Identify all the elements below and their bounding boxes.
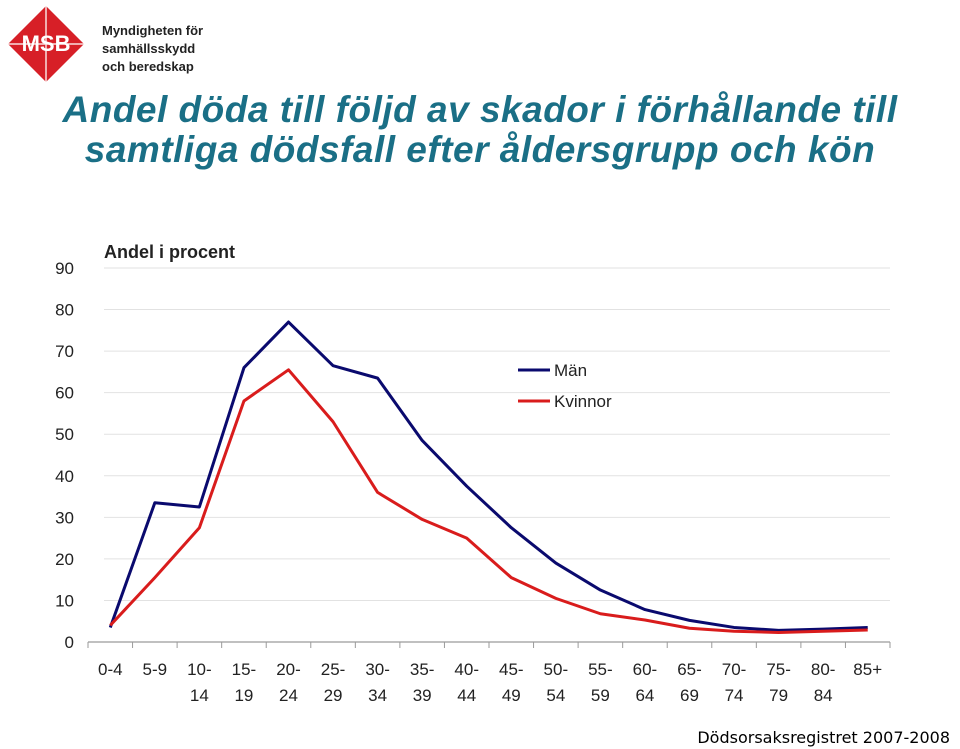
x-tick-label: 45-: [499, 660, 524, 679]
source-note: Dödsorsaksregistret 2007-2008: [697, 728, 950, 747]
x-tick-label: 40-: [454, 660, 479, 679]
y-tick-label: 0: [65, 633, 74, 652]
series-line-kvinnor: [109, 368, 868, 634]
y-tick-label: 80: [55, 301, 74, 320]
y-tick-label: 90: [55, 259, 74, 278]
x-tick-label: 10-: [187, 660, 212, 679]
x-tick-label: 20-: [276, 660, 301, 679]
logo-text: MSB: [22, 31, 71, 56]
logo-org-line-3: och beredskap: [102, 59, 194, 74]
series-line-man: [108, 320, 868, 632]
logo-organization-name: Myndigheten för samhällsskydd och bereds…: [102, 22, 203, 76]
msb-logo-mark: MSB: [8, 6, 84, 82]
y-tick-label: 50: [55, 425, 74, 444]
x-tick-label: 5-9: [143, 660, 168, 679]
x-tick-label: 15-: [232, 660, 257, 679]
x-tick-label: 80-: [811, 660, 836, 679]
x-tick-label: 59: [591, 686, 610, 705]
y-tick-label: 10: [55, 591, 74, 610]
x-tick-label: 19: [234, 686, 253, 705]
x-tick-label: 35-: [410, 660, 435, 679]
y-tick-label: 70: [55, 342, 74, 361]
logo-org-line-1: Myndigheten för: [102, 23, 204, 38]
y-tick-label: 60: [55, 384, 74, 403]
x-tick-label: 30-: [365, 660, 390, 679]
legend-label: Kvinnor: [554, 392, 612, 411]
title-line-1: Andel döda till följd av skador i förhål…: [62, 89, 898, 130]
x-tick-label: 55-: [588, 660, 613, 679]
y-axis-title: Andel i procent: [104, 242, 235, 262]
x-tick-label: 54: [546, 686, 565, 705]
x-tick-label: 79: [769, 686, 788, 705]
x-tick-label: 0-4: [98, 660, 123, 679]
title-line-2: samtliga dödsfall efter åldersgrupp och …: [84, 129, 876, 170]
legend-label: Män: [554, 361, 587, 380]
x-tick-label: 74: [725, 686, 744, 705]
x-tick-label: 14: [190, 686, 209, 705]
x-tick-label: 29: [324, 686, 343, 705]
x-tick-label: 60-: [633, 660, 658, 679]
x-tick-label: 85+: [853, 660, 882, 679]
x-tick-label: 70-: [722, 660, 747, 679]
x-tick-label: 64: [635, 686, 654, 705]
x-tick-label: 69: [680, 686, 699, 705]
x-tick-label: 25-: [321, 660, 346, 679]
logo-org-line-2: samhällsskydd: [102, 41, 196, 56]
x-tick-label: 84: [814, 686, 833, 705]
x-tick-label: 34: [368, 686, 387, 705]
page-title: Andel döda till följd av skador i förhål…: [10, 90, 950, 170]
x-tick-label: 75-: [766, 660, 791, 679]
x-tick-label: 24: [279, 686, 298, 705]
y-tick-label: 20: [55, 550, 74, 569]
x-tick-label: 50-: [544, 660, 569, 679]
y-tick-label: 30: [55, 508, 74, 527]
x-tick-label: 44: [457, 686, 476, 705]
x-tick-label: 39: [413, 686, 432, 705]
y-tick-label: 40: [55, 467, 74, 486]
x-tick-label: 49: [502, 686, 521, 705]
msb-logo: MSB Myndigheten för samhällsskydd och be…: [6, 4, 206, 84]
x-tick-label: 65-: [677, 660, 702, 679]
